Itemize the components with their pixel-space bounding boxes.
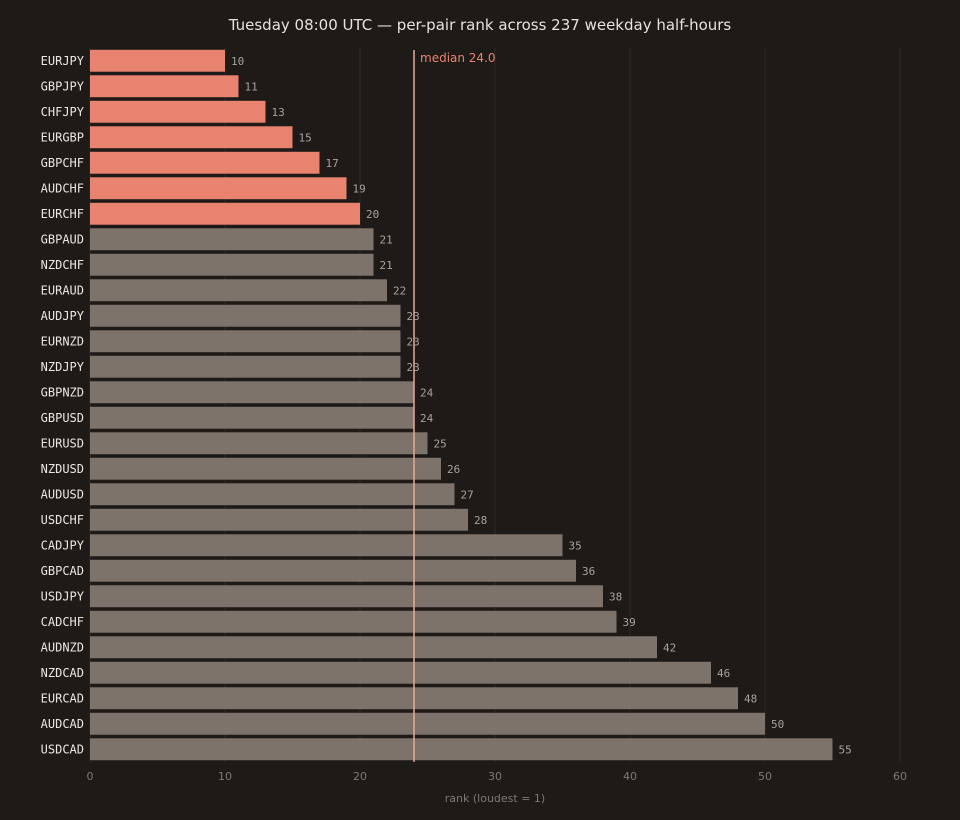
bar [90, 559, 576, 582]
category-label: NZDUSD [41, 462, 84, 476]
category-label: CHFJPY [41, 105, 85, 119]
category-label: AUDCHF [41, 181, 84, 195]
bar [90, 457, 441, 480]
x-tick-label: 40 [623, 770, 637, 783]
value-label: 15 [299, 131, 312, 144]
value-label: 48 [744, 692, 757, 705]
category-label: NZDCHF [41, 258, 84, 272]
bar [90, 202, 360, 225]
category-label: AUDNZD [41, 640, 84, 654]
x-tick-label: 10 [218, 770, 232, 783]
x-tick-label: 50 [758, 770, 772, 783]
value-label: 20 [366, 208, 379, 221]
category-label: CADJPY [41, 538, 85, 552]
category-label: USDCAD [41, 742, 84, 756]
value-label: 10 [231, 55, 244, 68]
bar [90, 636, 657, 659]
category-label: CADCHF [41, 615, 84, 629]
bar [90, 100, 266, 123]
value-label: 55 [839, 743, 852, 756]
category-label: EURGBP [41, 130, 84, 144]
category-label: GBPUSD [41, 411, 84, 425]
chart-title: Tuesday 08:00 UTC — per-pair rank across… [228, 16, 732, 34]
category-label: EURJPY [41, 54, 85, 68]
value-label: 50 [771, 718, 784, 731]
category-label: AUDCAD [41, 717, 84, 731]
bar [90, 304, 401, 327]
category-label: EURUSD [41, 436, 84, 450]
value-label: 26 [447, 463, 460, 476]
value-label: 23 [407, 361, 420, 374]
x-tick-label: 30 [488, 770, 502, 783]
value-label: 13 [272, 106, 285, 119]
x-tick-label: 20 [353, 770, 367, 783]
value-label: 46 [717, 667, 730, 680]
value-label: 27 [461, 488, 474, 501]
x-axis: 0 10 20 30 40 50 60 [87, 770, 908, 783]
category-label: EURNZD [41, 334, 84, 348]
value-label: 11 [245, 80, 258, 93]
value-label: 25 [434, 437, 447, 450]
bar [90, 534, 563, 557]
value-label: 23 [407, 335, 420, 348]
category-label: EURCHF [41, 207, 84, 221]
x-tick-label: 60 [893, 770, 907, 783]
value-label: 39 [623, 616, 636, 629]
category-label: NZDJPY [41, 360, 85, 374]
bar [90, 661, 711, 684]
x-axis-label: rank (loudest = 1) [445, 792, 545, 805]
value-label: 35 [569, 539, 582, 552]
bar [90, 151, 320, 174]
value-label: 22 [393, 284, 406, 297]
bar [90, 330, 401, 353]
bar [90, 253, 374, 276]
bar [90, 508, 468, 531]
category-label: AUDUSD [41, 487, 84, 501]
median-reference: median 24.0 [413, 50, 496, 762]
value-label: 19 [353, 182, 366, 195]
bar [90, 228, 374, 251]
category-label: AUDJPY [41, 309, 85, 323]
category-label: GBPCAD [41, 564, 84, 578]
bar [90, 585, 603, 608]
category-label: USDJPY [41, 589, 85, 603]
bar [90, 75, 239, 98]
value-label: 17 [326, 157, 339, 170]
category-label: EURAUD [41, 283, 84, 297]
value-label: 36 [582, 565, 595, 578]
value-label: 21 [380, 259, 393, 272]
bar [90, 279, 387, 302]
bar [90, 712, 765, 735]
category-label: GBPNZD [41, 385, 84, 399]
bar-series: EURJPY 10 GBPJPY 11 CHFJPY 13 EURGBP 15 GBPCHF 17… [41, 49, 852, 761]
value-label: 24 [420, 386, 434, 399]
x-tick-label: 0 [87, 770, 94, 783]
bar [90, 177, 347, 200]
bar [90, 432, 428, 455]
value-label: 42 [663, 641, 676, 654]
bar [90, 381, 414, 404]
value-label: 23 [407, 310, 420, 323]
median-label: median 24.0 [420, 51, 496, 65]
bar [90, 483, 455, 506]
category-label: USDCHF [41, 513, 84, 527]
value-label: 21 [380, 233, 393, 246]
value-label: 38 [609, 590, 622, 603]
category-label: GBPJPY [41, 79, 85, 93]
bar [90, 355, 401, 378]
category-label: NZDCAD [41, 666, 84, 680]
bar [90, 406, 414, 429]
bar [90, 126, 293, 149]
category-label: GBPCHF [41, 156, 84, 170]
bar [90, 610, 617, 633]
value-label: 24 [420, 412, 434, 425]
value-label: 28 [474, 514, 487, 527]
category-label: GBPAUD [41, 232, 84, 246]
bar [90, 738, 833, 761]
bar [90, 49, 225, 72]
category-label: EURCAD [41, 691, 84, 705]
